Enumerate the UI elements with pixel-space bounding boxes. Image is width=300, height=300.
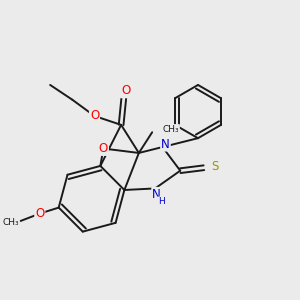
Text: CH₃: CH₃ xyxy=(2,218,19,227)
Text: H: H xyxy=(158,197,164,206)
Text: N: N xyxy=(152,188,161,201)
Text: O: O xyxy=(90,110,99,122)
Text: S: S xyxy=(211,160,219,173)
Text: CH₃: CH₃ xyxy=(163,125,179,134)
Text: O: O xyxy=(35,207,44,220)
Text: N: N xyxy=(161,138,170,151)
Text: O: O xyxy=(121,84,130,98)
Text: O: O xyxy=(99,142,108,155)
